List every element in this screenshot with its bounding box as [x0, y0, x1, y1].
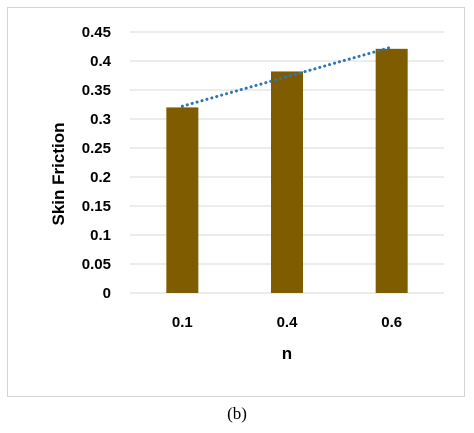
y-axis-label: Skin Friction	[49, 123, 68, 226]
y-tick-label: 0.4	[90, 53, 112, 70]
trendline-layer	[180, 45, 394, 108]
y-tick-label: 0.2	[90, 169, 111, 186]
y-tick-label: 0	[103, 285, 111, 302]
y-tick-label: 0.25	[82, 140, 111, 157]
bar-0.1	[166, 107, 199, 294]
x-tick-label: 0.1	[172, 314, 193, 331]
trendline	[180, 45, 394, 108]
y-tick-label: 0.45	[82, 24, 111, 41]
y-tick-label: 0.3	[90, 111, 111, 128]
y-tick-label: 0.05	[82, 256, 111, 273]
y-tick-label: 0.15	[82, 198, 111, 215]
x-axis-label: n	[282, 344, 292, 363]
bars	[166, 48, 408, 294]
x-tick-labels: 0.1 0.4 0.6	[172, 314, 402, 331]
y-tick-labels: 0 0.05 0.1 0.15 0.2 0.25 0.3 0.35 0.4 0.45	[82, 24, 112, 302]
y-tick-label: 0.1	[90, 227, 111, 244]
bar-0.4	[271, 71, 303, 293]
bar-0.6	[375, 48, 408, 293]
y-tick-label: 0.35	[82, 82, 111, 99]
x-tick-label: 0.4	[277, 314, 299, 331]
x-tick-label: 0.6	[381, 314, 402, 331]
skin-friction-bar-chart: 0 0.05 0.1 0.15 0.2 0.25 0.3 0.35 0.4 0.45 0.1 0.4…	[49, 24, 444, 363]
figure-caption: (b)	[227, 404, 247, 423]
